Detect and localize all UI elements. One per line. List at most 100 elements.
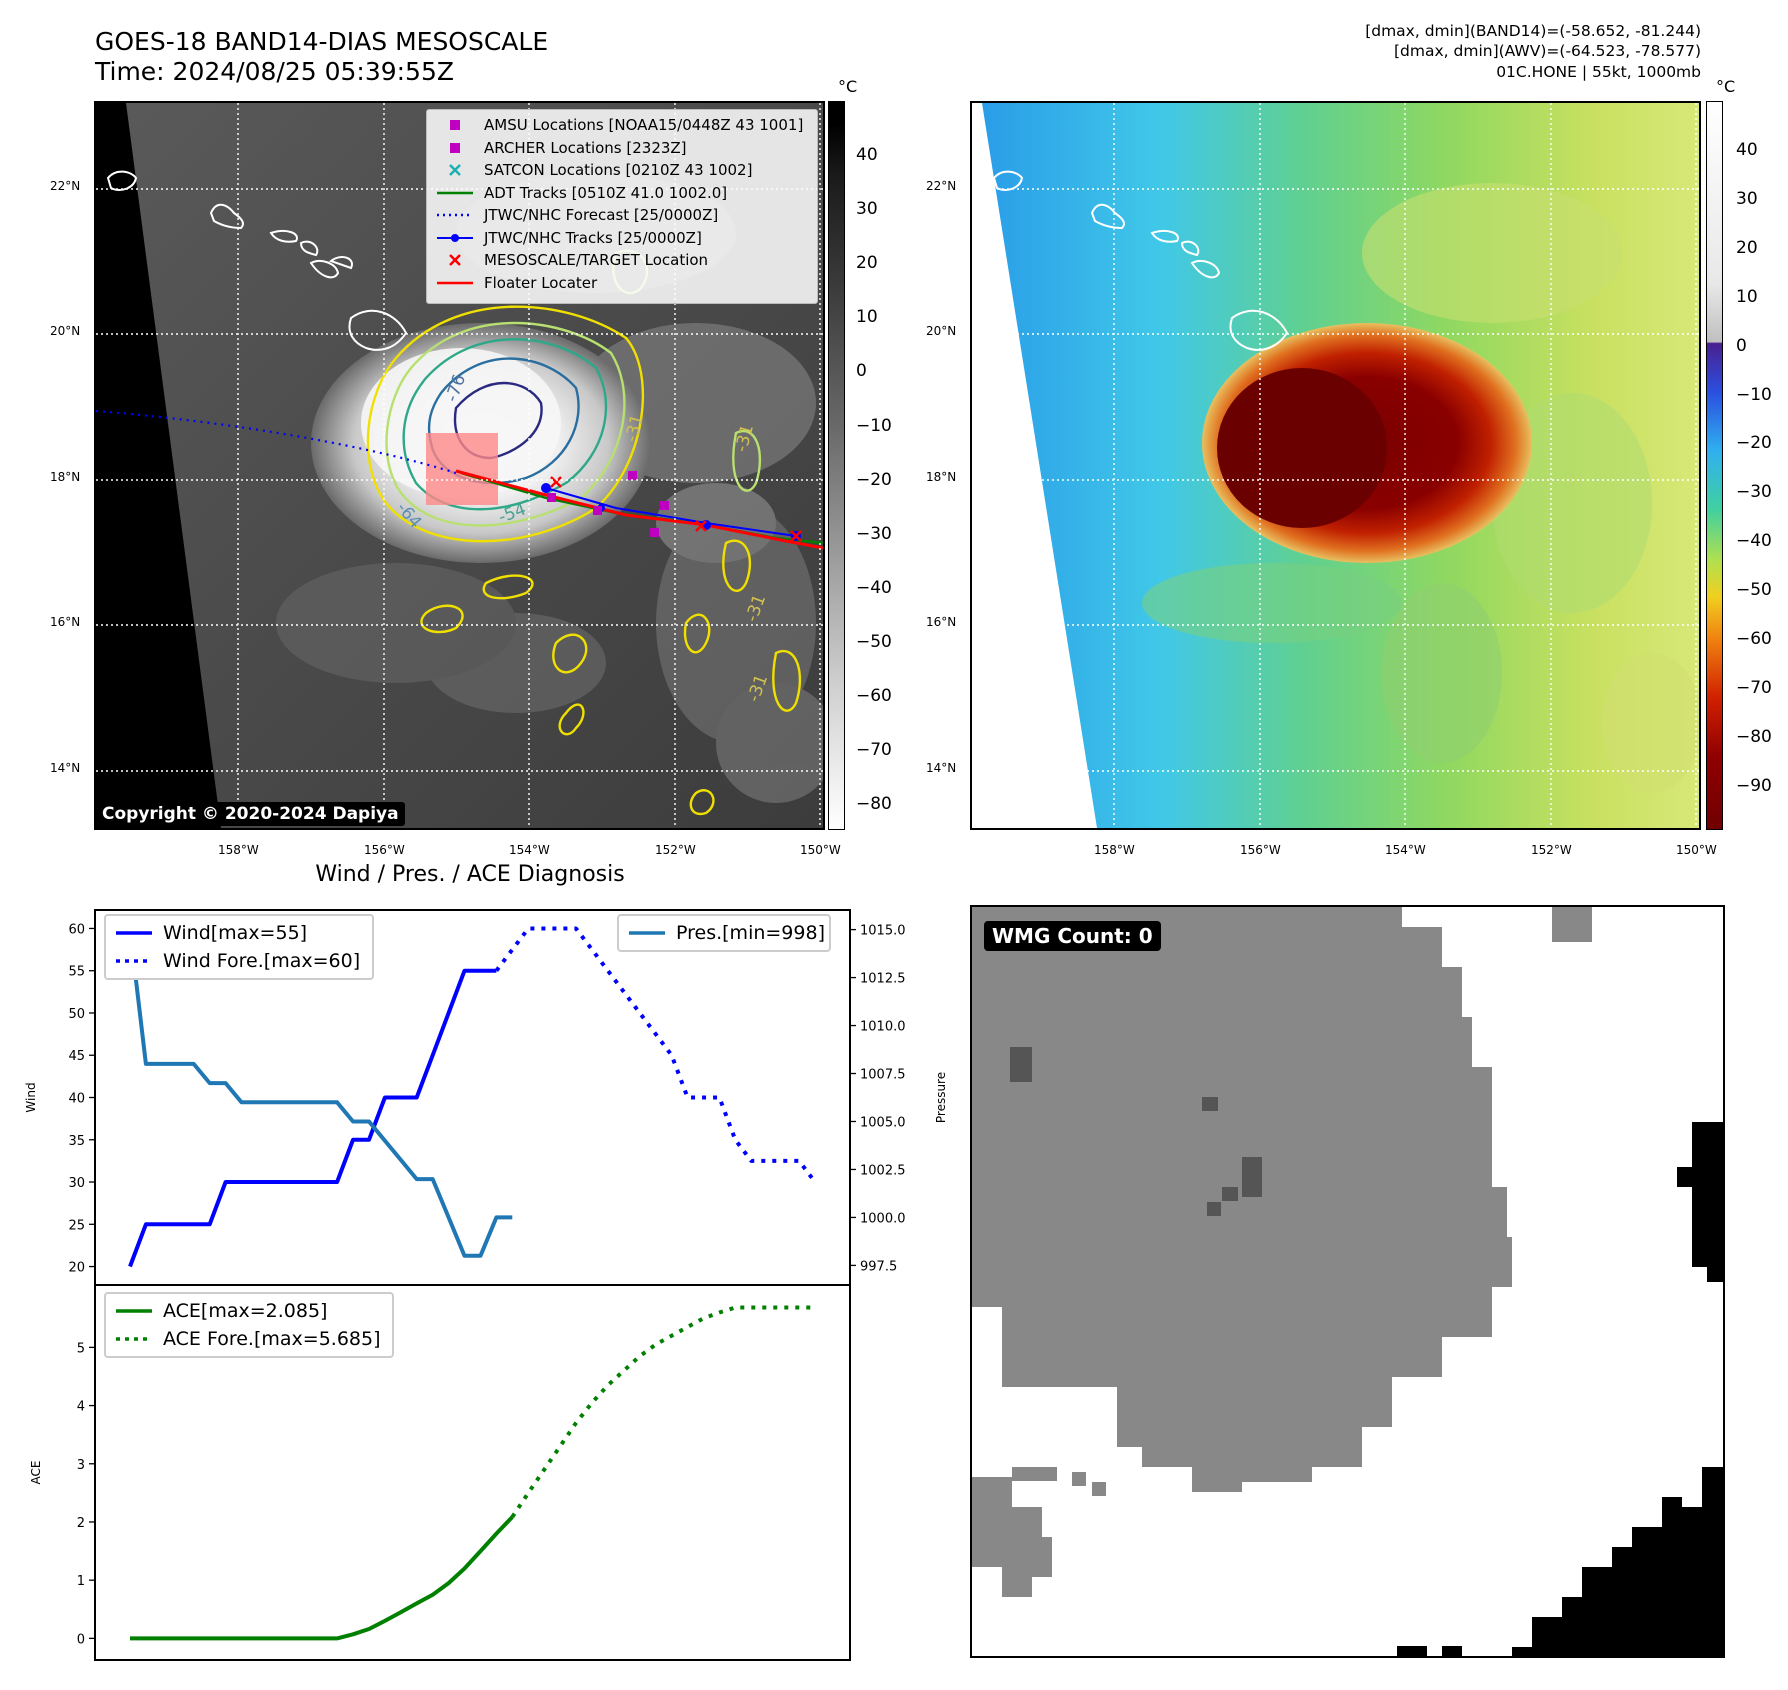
- y-tick-label: 1010.0: [860, 1020, 906, 1035]
- y-tick-label: 1015.0: [860, 924, 906, 939]
- y-tick-label: 3: [77, 1458, 85, 1473]
- ace-legend-line: [114, 1301, 154, 1321]
- ace-forecast-line: [510, 1305, 815, 1519]
- ir-legend-symbol: [435, 160, 475, 180]
- ir-legend-symbol: [435, 115, 475, 135]
- ir-colorbar-unit: °C: [838, 77, 858, 96]
- ir-legend-label: ARCHER Locations [2323Z]: [484, 138, 687, 157]
- awv-colorbar-unit: °C: [1716, 77, 1736, 96]
- lat-label: 16°N: [50, 615, 81, 629]
- ace-axes-frame: [94, 1284, 851, 1661]
- pressure-series-line: [128, 929, 513, 1258]
- diagnosis-chart: 202530354045505560997.51000.01002.51005.…: [24, 909, 948, 1661]
- y-tick-label: 1002.5: [860, 1163, 906, 1178]
- info-band14-range: [dmax, dmin](BAND14)=(-58.652, -81.244): [1365, 22, 1701, 40]
- colorbar-tick-label: −20: [1736, 433, 1772, 454]
- colorbar-tick-label: 40: [856, 145, 878, 165]
- colorbar-tick-label: 10: [1736, 286, 1758, 307]
- colorbar-tick-label: −60: [1736, 629, 1772, 649]
- y-tick-label: 45: [68, 1049, 85, 1064]
- wind-legend-label: Wind[max=55]: [163, 922, 308, 944]
- colorbar-tick-label: −30: [1736, 482, 1772, 503]
- lon-label: 158°W: [218, 843, 259, 857]
- colorbar-tick-label: 20: [856, 253, 878, 274]
- ir-legend-item: ARCHER Locations [2323Z]: [435, 137, 809, 160]
- ace-fore-legend-label: ACE Fore.[max=5.685]: [163, 1328, 381, 1350]
- ir-legend-symbol: [435, 205, 475, 225]
- pressure-axis-label: Pressure: [934, 1072, 948, 1123]
- colorbar-tick-label: −70: [856, 740, 892, 761]
- colorbar-tick-label: 30: [856, 199, 878, 220]
- y-tick-label: 1012.5: [860, 972, 906, 987]
- colorbar-tick-label: 30: [1736, 188, 1758, 209]
- floater-box: [426, 433, 498, 505]
- colorbar-tick-label: −70: [1736, 677, 1772, 698]
- wind-legend-line: [114, 923, 154, 943]
- colorbar-tick-label: −20: [856, 469, 892, 490]
- lon-label: 154°W: [509, 843, 550, 857]
- colorbar-tick-label: −90: [1736, 775, 1772, 796]
- y-tick-label: 1005.0: [860, 1115, 906, 1130]
- ir-colorbar: [828, 101, 845, 830]
- wmg-mask-image: [972, 907, 1723, 1656]
- lon-label: 150°W: [1676, 843, 1717, 857]
- colorbar-tick-label: −10: [1736, 384, 1772, 405]
- ir-legend-symbol: [435, 228, 475, 248]
- lat-label: 14°N: [50, 761, 81, 775]
- wind-fore-legend-label: Wind Fore.[max=60]: [163, 950, 361, 972]
- y-tick-label: 997.5: [860, 1259, 897, 1274]
- ir-legend-item: AMSU Locations [NOAA15/0448Z 43 1001]: [435, 114, 809, 137]
- colorbar-tick-label: −80: [856, 794, 892, 815]
- floater-track: [455, 469, 823, 550]
- figure-title-line1: GOES-18 BAND14-DIAS MESOSCALE: [95, 27, 549, 56]
- awv-colorbar: [1706, 101, 1723, 830]
- colorbar-tick-label: −50: [1736, 580, 1772, 601]
- ace-axis-label: ACE: [29, 1461, 43, 1485]
- wmg-panel: WMG Count: 0: [970, 905, 1725, 1658]
- colorbar-tick-label: −10: [856, 415, 892, 436]
- y-tick-label: 20: [68, 1261, 85, 1276]
- y-tick-label: 40: [68, 1092, 85, 1107]
- colorbar-tick-label: 0: [1736, 335, 1747, 356]
- colorbar-tick-label: −30: [856, 523, 892, 544]
- diagnosis-title: Wind / Pres. / ACE Diagnosis: [315, 862, 625, 887]
- awv-gridlines: [972, 103, 1699, 828]
- lat-label: 14°N: [926, 761, 957, 775]
- colorbar-tick-label: 10: [856, 307, 878, 328]
- ir-legend-label: AMSU Locations [NOAA15/0448Z 43 1001]: [484, 116, 804, 134]
- ir-legend-label: ADT Tracks [0510Z 41.0 1002.0]: [484, 183, 728, 202]
- ir-legend-label: MESOSCALE/TARGET Location: [484, 251, 709, 269]
- ir-legend-label: Floater Locater: [484, 273, 598, 292]
- colorbar-tick-label: 20: [1736, 237, 1758, 258]
- y-tick-label: 1000.0: [860, 1211, 906, 1226]
- ir-legend-item: MESOSCALE/TARGET Location: [435, 249, 809, 272]
- colorbar-tick-label: −80: [1736, 726, 1772, 747]
- wmg-count-label: WMG Count: 0: [984, 921, 1161, 951]
- info-storm-summary: 01C.HONE | 55kt, 1000mb: [1496, 63, 1701, 81]
- ace-series-line: [130, 1515, 514, 1641]
- y-tick-label: 4: [77, 1400, 85, 1415]
- lon-label: 156°W: [364, 843, 405, 857]
- figure-title-line2: Time: 2024/08/25 05:39:55Z: [95, 57, 454, 86]
- y-tick-label: 0: [77, 1632, 85, 1647]
- y-tick-label: 60: [68, 922, 85, 937]
- ir-legend-label: SATCON Locations [0210Z 43 1002]: [484, 161, 753, 179]
- ir-legend-symbol: [435, 273, 475, 293]
- ace-legend: ACE[max=2.085] ACE Fore.[max=5.685]: [104, 1292, 394, 1358]
- lat-label: 18°N: [50, 470, 81, 484]
- ir-legend-item: JTWC/NHC Forecast [25/0000Z]: [435, 204, 809, 227]
- colorbar-tick-label: −40: [856, 577, 892, 598]
- ir-legend-item: SATCON Locations [0210Z 43 1002]: [435, 159, 809, 182]
- y-tick-label: 35: [68, 1134, 85, 1149]
- y-tick-label: 30: [68, 1176, 85, 1191]
- ir-legend: AMSU Locations [NOAA15/0448Z 43 1001] ARC…: [426, 109, 818, 304]
- awv-satellite-image: [972, 103, 1699, 828]
- ace-fore-legend-line: [114, 1329, 154, 1349]
- colorbar-tick-label: 0: [856, 361, 867, 382]
- lon-label: 156°W: [1240, 843, 1281, 857]
- y-tick-label: 1007.5: [860, 1068, 906, 1083]
- lon-label: 152°W: [655, 843, 696, 857]
- ir-legend-item: ADT Tracks [0510Z 41.0 1002.0]: [435, 182, 809, 205]
- lat-label: 20°N: [50, 324, 81, 338]
- y-tick-label: 50: [68, 1007, 85, 1022]
